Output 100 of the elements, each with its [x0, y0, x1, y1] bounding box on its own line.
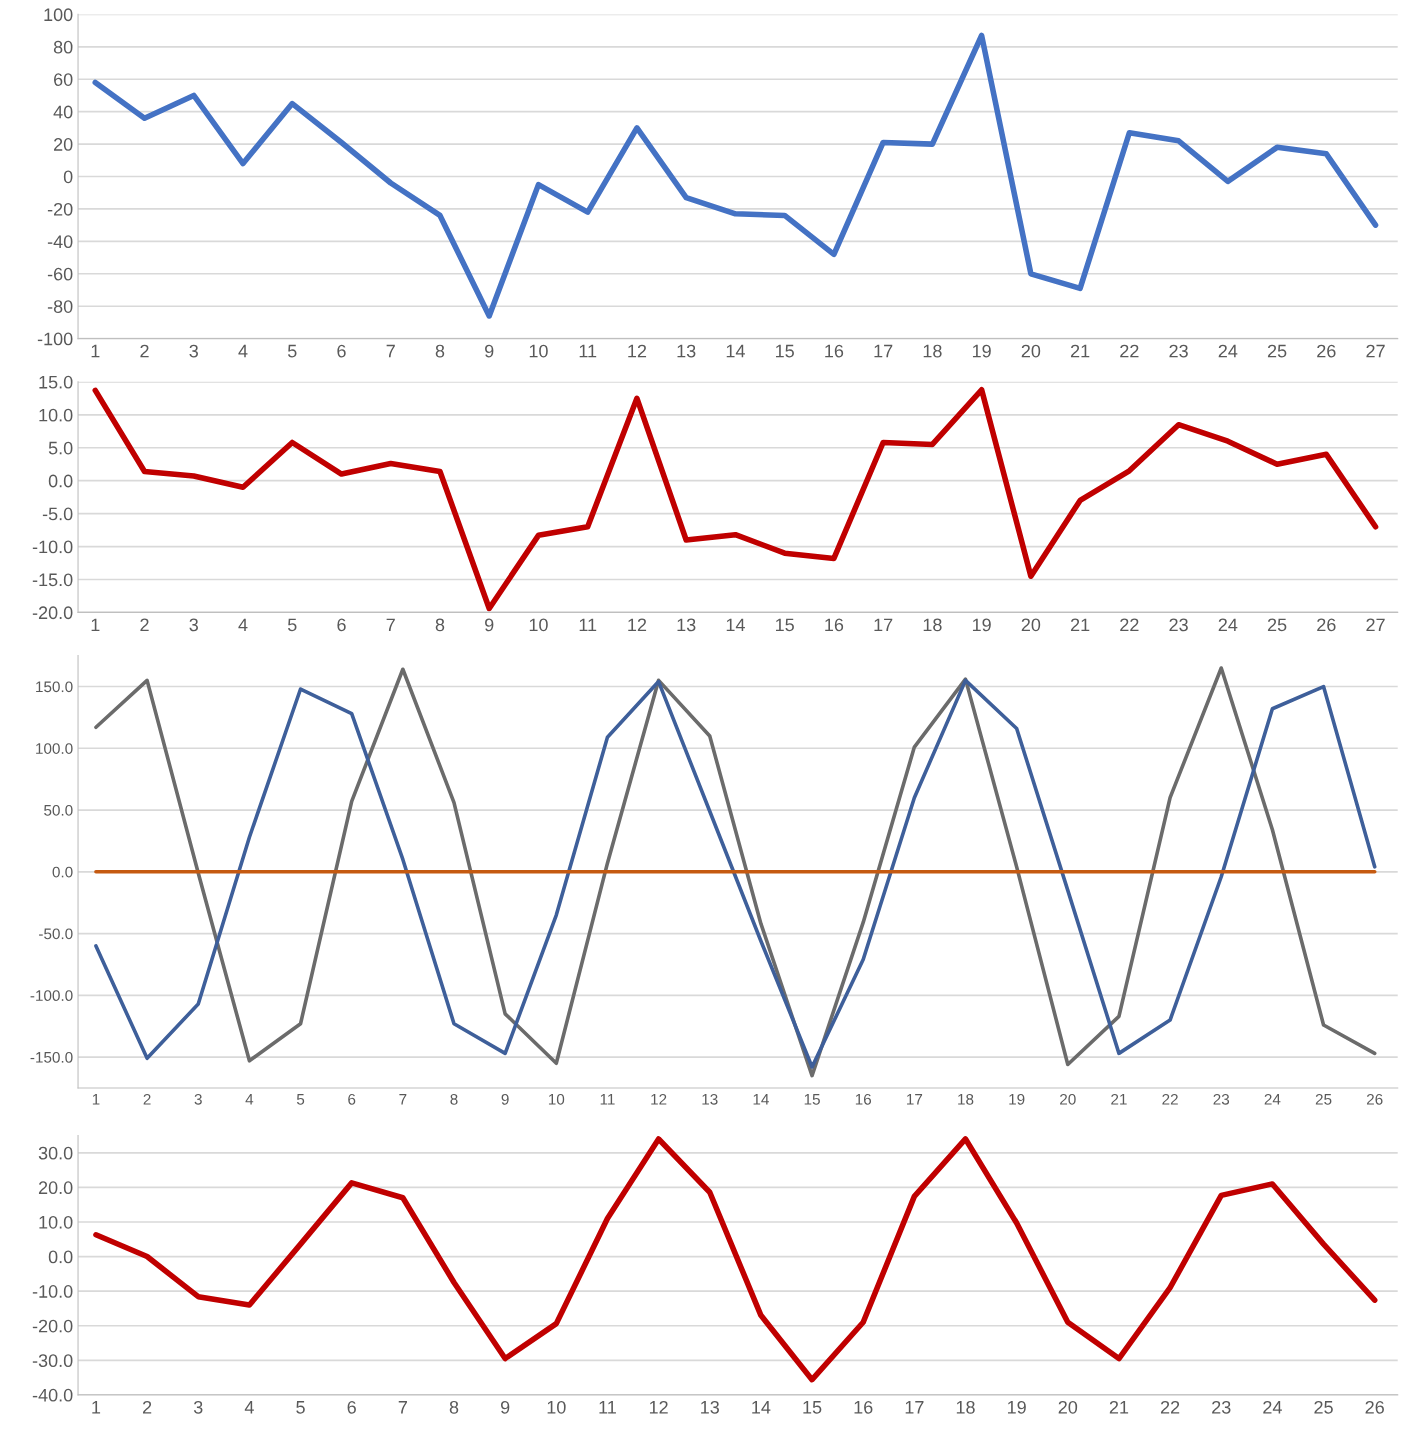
x-tick-label: 20 — [1021, 344, 1041, 358]
x-tick-label: 25 — [1267, 344, 1287, 358]
x-tick-label: 25 — [1267, 618, 1287, 632]
x-tick-label: 9 — [485, 344, 494, 358]
y-tick-label: 80 — [53, 40, 73, 54]
x-tick-label: 20 — [1058, 1400, 1078, 1414]
x-tick-label: 7 — [386, 344, 395, 358]
y-tick-label: 5.0 — [48, 441, 73, 455]
y-tick-label: -40 — [47, 235, 73, 249]
x-tick-label: 10 — [548, 1093, 565, 1105]
x-tick-label: 21 — [1070, 618, 1090, 632]
x-tick-label: 1 — [91, 344, 100, 358]
x-tick-label: 22 — [1160, 1400, 1180, 1414]
x-tick-label: 24 — [1218, 618, 1238, 632]
x-tick-label: 15 — [776, 618, 794, 632]
y-tick-label: -20 — [47, 202, 73, 216]
x-tick-label: 5 — [296, 1094, 305, 1105]
x-tick-label: 11 — [600, 1094, 615, 1105]
x-tick-label: 1 — [92, 1401, 101, 1414]
y-tick-label: 20 — [54, 138, 73, 151]
x-tick-label: 7 — [399, 1094, 407, 1105]
x-tick-label: 12 — [651, 1093, 667, 1105]
x-tick-label: 4 — [238, 344, 248, 358]
x-tick-label: 2 — [143, 1093, 151, 1105]
x-tick-label: 22 — [1120, 618, 1139, 632]
y-tick-label: 100 — [44, 8, 73, 22]
x-tick-label: 14 — [726, 618, 745, 632]
x-tick-label: 19 — [972, 344, 991, 358]
y-tick-label: 0.0 — [48, 1250, 73, 1264]
x-tick-label: 18 — [923, 618, 942, 632]
x-tick-label: 15 — [776, 344, 794, 358]
x-tick-label: 23 — [1169, 344, 1188, 358]
x-tick-label: 1 — [91, 618, 100, 632]
x-tick-label: 26 — [1317, 618, 1336, 632]
y-tick-label: 100.0 — [36, 743, 73, 754]
x-tick-label: 13 — [677, 618, 696, 632]
x-tick-label: 12 — [628, 344, 647, 358]
x-tick-label: 26 — [1317, 344, 1336, 358]
x-tick-label: 19 — [1009, 1093, 1025, 1105]
x-tick-label: 9 — [485, 618, 494, 632]
x-tick-label: 12 — [628, 618, 647, 632]
x-tick-label: 4 — [244, 1401, 254, 1414]
x-tick-label: 27 — [1366, 344, 1385, 358]
y-tick-label: -50.0 — [39, 928, 73, 940]
x-tick-label: 3 — [194, 1093, 202, 1105]
x-tick-label: 7 — [386, 618, 395, 632]
y-tick-label: -40.0 — [32, 1388, 73, 1402]
x-tick-label: 5 — [287, 618, 297, 632]
x-tick-label: 6 — [348, 1093, 356, 1105]
y-tick-label: 0 — [63, 170, 73, 184]
y-tick-label: -150.0 — [30, 1051, 73, 1063]
x-tick-label: 2 — [140, 344, 149, 358]
x-tick-label: 24 — [1264, 1093, 1281, 1105]
x-tick-label: 22 — [1162, 1093, 1178, 1105]
x-tick-label: 26 — [1366, 1093, 1383, 1105]
x-tick-label: 13 — [677, 344, 696, 358]
y-tick-label: -10.0 — [32, 1285, 73, 1298]
x-tick-label: 20 — [1060, 1093, 1076, 1105]
y-tick-label: 150.0 — [36, 681, 73, 693]
x-tick-label: 2 — [142, 1400, 152, 1414]
x-tick-label: 4 — [238, 618, 248, 632]
x-tick-label: 15 — [804, 1094, 820, 1105]
x-tick-label: 23 — [1169, 618, 1188, 632]
x-tick-label: 11 — [579, 618, 597, 632]
x-tick-label: 27 — [1366, 618, 1385, 632]
x-tick-label: 13 — [702, 1093, 718, 1105]
y-tick-label: -100 — [37, 332, 73, 346]
x-tick-label: 5 — [287, 344, 297, 358]
x-tick-label: 3 — [189, 618, 198, 632]
x-tick-label: 8 — [450, 1093, 458, 1105]
y-tick-label: -80 — [47, 300, 73, 313]
x-tick-label: 14 — [726, 344, 745, 358]
x-tick-label: 18 — [958, 1093, 974, 1105]
x-tick-label: 10 — [529, 618, 548, 632]
x-tick-label: 19 — [1007, 1400, 1026, 1414]
x-tick-label: 6 — [337, 618, 346, 632]
x-tick-label: 14 — [753, 1094, 769, 1105]
x-tick-label: 23 — [1212, 1400, 1231, 1414]
y-tick-label: -100.0 — [30, 990, 73, 1002]
x-tick-label: 21 — [1111, 1093, 1127, 1105]
x-tick-label: 16 — [825, 618, 844, 632]
y-tick-label: -15.0 — [32, 573, 73, 587]
x-tick-label: 26 — [1365, 1400, 1384, 1414]
x-tick-label: 4 — [245, 1094, 254, 1105]
x-tick-label: 18 — [956, 1400, 975, 1414]
y-tick-label: 60 — [54, 73, 73, 86]
x-tick-label: 1 — [92, 1094, 100, 1105]
x-tick-label: 10 — [547, 1400, 566, 1414]
x-tick-label: 8 — [435, 618, 445, 632]
x-tick-label: 10 — [529, 344, 548, 358]
y-tick-label: -30.0 — [32, 1354, 73, 1368]
x-tick-label: 23 — [1213, 1093, 1230, 1105]
x-tick-label: 17 — [874, 618, 893, 632]
y-tick-label: 20.0 — [38, 1181, 73, 1195]
x-tick-label: 6 — [347, 1400, 356, 1414]
x-tick-label: 13 — [701, 1400, 719, 1414]
x-tick-label: 11 — [599, 1401, 616, 1414]
y-tick-label: 10.0 — [39, 408, 73, 422]
x-tick-label: 16 — [825, 344, 844, 358]
y-tick-label: 30.0 — [38, 1146, 73, 1160]
